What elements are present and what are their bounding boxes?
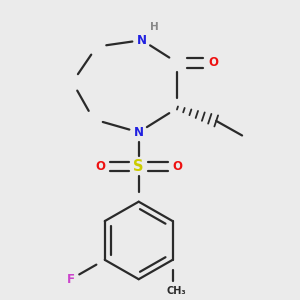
Text: N: N xyxy=(134,126,144,139)
Text: O: O xyxy=(95,160,105,173)
Text: O: O xyxy=(208,56,218,69)
Text: O: O xyxy=(172,160,182,173)
Text: N: N xyxy=(137,34,147,47)
Text: H: H xyxy=(151,22,159,32)
Text: CH₃: CH₃ xyxy=(166,286,186,296)
Text: S: S xyxy=(134,159,144,174)
Text: F: F xyxy=(67,273,75,286)
